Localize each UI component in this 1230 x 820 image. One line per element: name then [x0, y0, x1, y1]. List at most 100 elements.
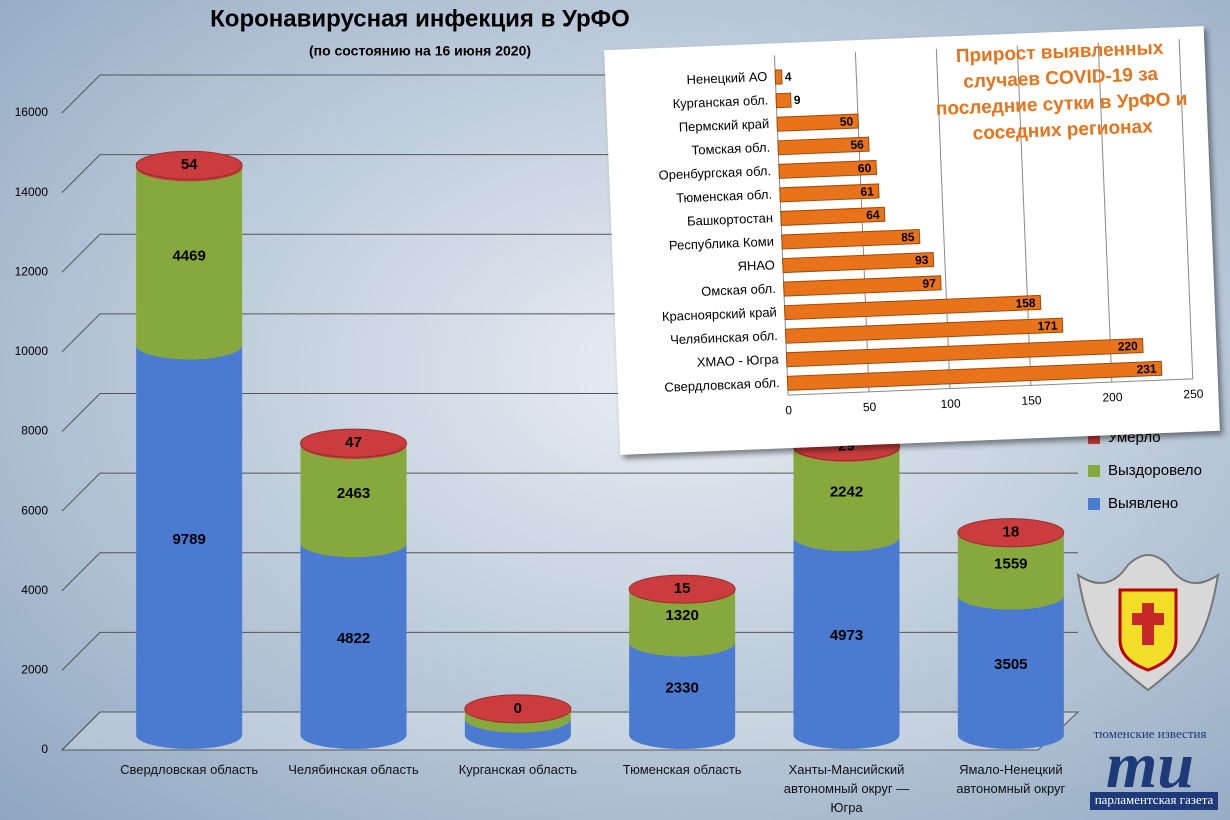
- y-tick-label: 16000: [15, 105, 49, 119]
- value-label: 56: [850, 138, 864, 153]
- value-label: 3505: [994, 656, 1027, 673]
- inset-chart: 0 50 100 150 200 250 Ненецкий АО 4 Курганская об…: [604, 26, 1220, 455]
- grid-line: [61, 631, 1078, 671]
- bar-segment: [957, 533, 1064, 610]
- x-tick-label: 250: [1183, 387, 1204, 402]
- value-label: 1559: [994, 555, 1027, 572]
- bar: [783, 275, 942, 297]
- value-label: 2463: [337, 485, 370, 502]
- bar: [774, 69, 783, 85]
- value-label: 2242: [830, 483, 863, 500]
- y-tick-label: ХМАО - Югра: [697, 352, 780, 370]
- bar: [780, 206, 886, 226]
- bar-segment: [793, 447, 900, 552]
- value-label: 1320: [665, 607, 698, 624]
- bar: [775, 92, 792, 109]
- grid-line: [1097, 42, 1113, 383]
- bar-cap: [135, 150, 243, 180]
- y-tick-label: Томская обл.: [691, 140, 770, 158]
- value-label: 9: [794, 93, 802, 107]
- value-label: 15: [674, 580, 691, 597]
- y-tick-label: 6000: [21, 503, 48, 517]
- y-tick-label: Республика Коми: [669, 234, 775, 253]
- bar-cap: [957, 518, 1065, 548]
- bar: [785, 337, 1144, 368]
- y-tick-label: 10000: [15, 344, 49, 358]
- emblem: [1076, 554, 1220, 692]
- y-tick-label: 8000: [21, 424, 48, 438]
- bar: [776, 113, 859, 132]
- y-tick-label: Пермский край: [678, 116, 769, 135]
- value-label: 54: [181, 156, 198, 173]
- x-tick-label: 200: [1102, 390, 1123, 405]
- inset-svg: 0 50 100 150 200 250 Ненецкий АО 4 Курганская об…: [658, 39, 1204, 417]
- y-tick-label: 12000: [15, 264, 49, 278]
- y-tick-label: ЯНАО: [737, 257, 775, 273]
- y-tick-label: Свердловская обл.: [664, 375, 780, 395]
- y-tick-label: Ненецкий АО: [686, 69, 767, 87]
- grid-line: [61, 472, 1078, 512]
- bar: [777, 136, 870, 156]
- bar: [778, 159, 878, 179]
- x-tick-label: Ямало-Ненецкий автономный округ: [956, 762, 1066, 796]
- bar-cap: [464, 694, 572, 724]
- x-tick-label: 100: [940, 396, 961, 411]
- bar: [784, 317, 1064, 344]
- value-label: 85: [901, 230, 915, 245]
- x-tick-label: 0: [785, 403, 793, 417]
- y-tick-label: 14000: [15, 185, 49, 199]
- value-label: 60: [858, 161, 872, 176]
- bar: [781, 228, 921, 250]
- x-tick-label: Курганская область: [458, 762, 578, 777]
- y-tick-label: Оренбургская обл.: [658, 163, 771, 183]
- value-label: 4822: [337, 630, 370, 647]
- value-label: 0: [514, 700, 522, 717]
- x-tick-label: Свердловская область: [120, 762, 259, 777]
- value-label: 47: [345, 434, 362, 451]
- x-tick-label: Тюменская область: [622, 762, 742, 777]
- emblem-cross: [1132, 603, 1164, 645]
- y-tick-label: Челябинская обл.: [670, 328, 778, 347]
- x-tick-label: 150: [1021, 393, 1042, 408]
- value-label: 18: [1002, 524, 1019, 541]
- value-label: 4469: [172, 247, 205, 264]
- logo-bottom: парламентская газета: [1095, 792, 1214, 807]
- grid-line: [1178, 39, 1194, 379]
- grid-line: [61, 711, 1078, 751]
- legend-label: Выздоровело: [1108, 462, 1202, 479]
- axis-line: [788, 378, 1193, 396]
- y-tick-label: Курганская обл.: [672, 92, 768, 111]
- value-label: 93: [915, 253, 929, 268]
- legend-swatch: [1088, 498, 1100, 510]
- bar-segment: [793, 537, 900, 750]
- y-tick-label: Башкортостан: [687, 210, 774, 228]
- grid-line: [61, 552, 1078, 592]
- bar-segment: [464, 718, 571, 750]
- bar-cap: [300, 428, 407, 458]
- logo-band: [1090, 792, 1218, 810]
- bar: [782, 251, 935, 274]
- value-label: 171: [1037, 318, 1058, 333]
- bar-segment: [300, 543, 407, 750]
- inset-title: Прирост выявленных случаев COVID-19 за п…: [935, 37, 1188, 145]
- value-label: 231: [1136, 362, 1157, 377]
- value-label: 220: [1118, 339, 1139, 354]
- value-label: 2330: [665, 680, 698, 697]
- bar-segment: [136, 167, 243, 360]
- bar-segment: [629, 642, 736, 750]
- bar-segment: [464, 708, 571, 733]
- y-tick-label: 4000: [21, 583, 48, 597]
- bar-segment: [957, 595, 1064, 749]
- value-label: 97: [922, 276, 936, 291]
- y-tick-label: 2000: [21, 663, 48, 677]
- value-label: 50: [840, 114, 854, 129]
- value-label: 64: [866, 208, 880, 223]
- x-tick-label: Челябинская область: [288, 762, 419, 777]
- logo-top: тюменские известия: [1094, 726, 1207, 741]
- value-label: 61: [860, 184, 874, 199]
- bar-segment: [300, 444, 407, 558]
- bar: [786, 360, 1163, 391]
- legend-swatch: [1088, 465, 1100, 477]
